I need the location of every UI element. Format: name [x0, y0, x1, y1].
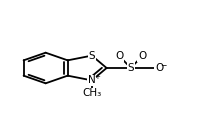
Text: S: S	[88, 51, 95, 61]
Text: O: O	[115, 51, 123, 61]
Text: S: S	[127, 63, 134, 73]
Text: +: +	[94, 75, 100, 81]
Text: O: O	[155, 63, 163, 73]
Text: −: −	[160, 61, 166, 70]
Text: O: O	[138, 51, 146, 61]
Text: N: N	[88, 75, 96, 85]
Text: CH₃: CH₃	[82, 88, 101, 98]
